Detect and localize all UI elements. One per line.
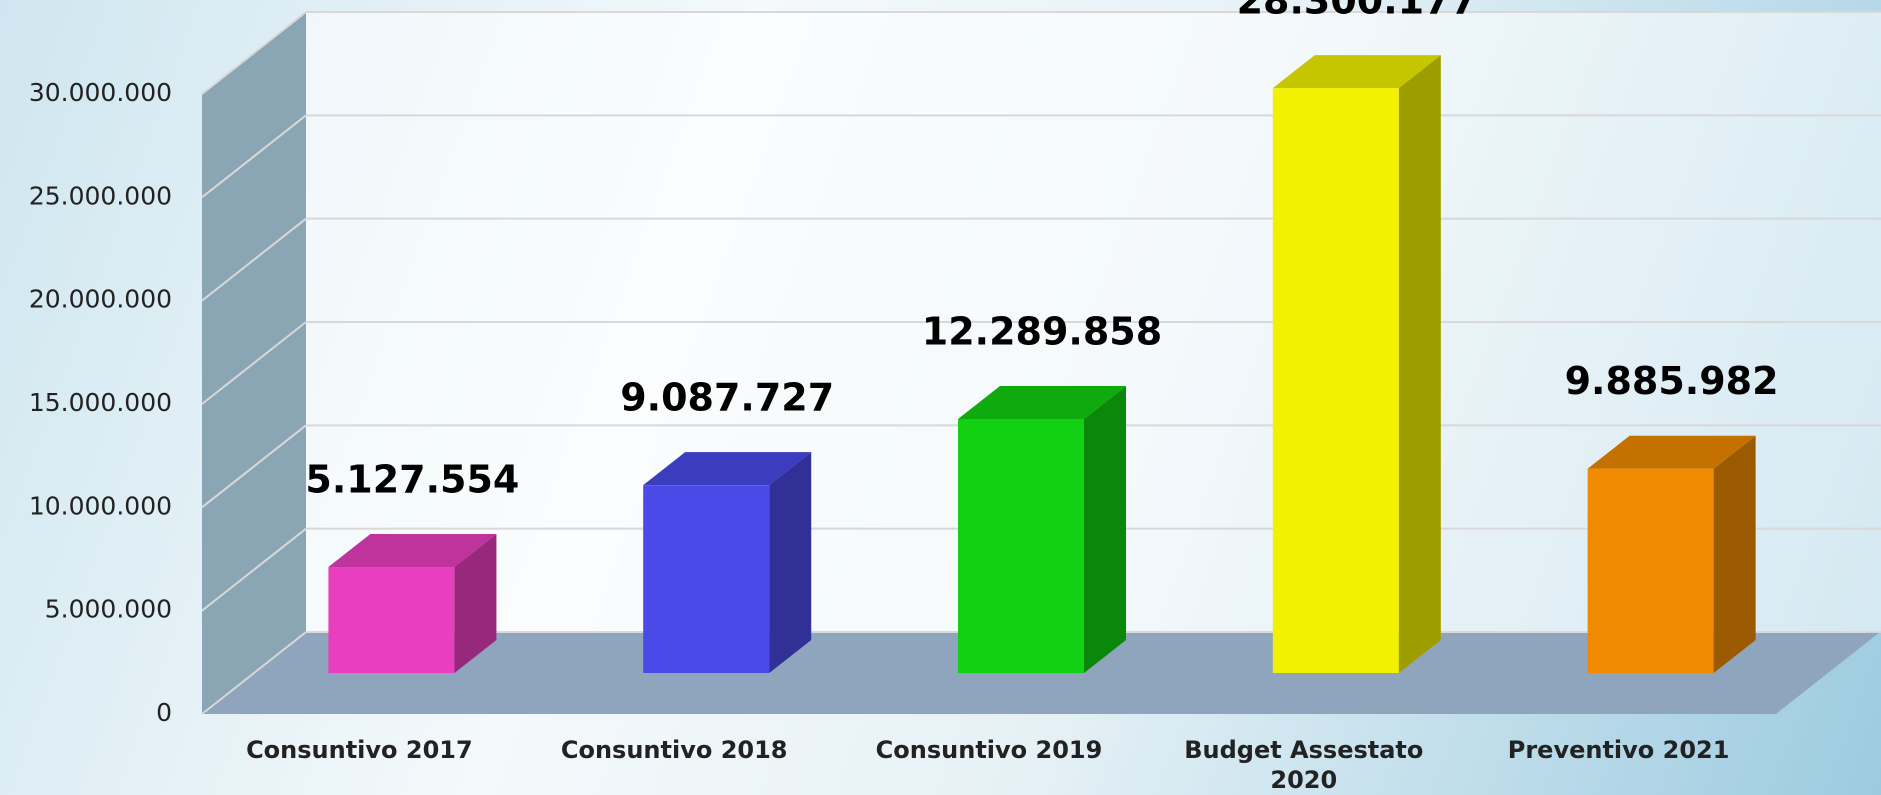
value-label: 9.087.727 — [620, 376, 834, 420]
bar-top-shade — [643, 452, 812, 486]
y-tick-label: 10.000.000 — [29, 491, 172, 520]
x-tick-label: Budget Assestato 2020 — [1184, 736, 1424, 794]
bar-top-shade — [1587, 435, 1756, 469]
grid-line-side — [201, 11, 307, 95]
x-tick-label: Consuntivo 2017 — [246, 736, 473, 764]
bar — [643, 485, 770, 673]
bar — [1587, 468, 1714, 673]
y-tick-label: 15.000.000 — [29, 388, 172, 417]
grid-line-side — [201, 114, 307, 199]
bar-top-shade — [1272, 55, 1441, 89]
bar-group — [1587, 435, 1756, 673]
bar-side-shade — [1398, 55, 1441, 673]
grid-line-side — [201, 631, 307, 715]
bar — [328, 567, 455, 673]
value-label: 9.885.982 — [1565, 359, 1779, 403]
y-tick-label: 5.000.000 — [45, 595, 172, 624]
value-label: 12.289.858 — [922, 310, 1162, 354]
bar-group — [328, 534, 497, 673]
x-tick-label: Preventivo 2021 — [1507, 736, 1730, 764]
x-tick-label: Consuntivo 2018 — [560, 736, 788, 764]
bar-top — [958, 386, 1126, 420]
bar-top — [328, 534, 497, 568]
bar-side — [1084, 386, 1126, 673]
bar-side — [1398, 55, 1441, 673]
bar-side — [454, 534, 497, 673]
bar-group — [958, 386, 1126, 673]
bar-group — [643, 452, 812, 673]
bar-side — [769, 452, 812, 673]
y-tick-label: 30.000.000 — [29, 78, 172, 107]
bar-top — [643, 452, 812, 486]
bar — [958, 419, 1084, 673]
value-label: 28.300.177 — [1237, 0, 1477, 23]
grid-line-side — [201, 527, 307, 612]
grid-line-side — [201, 217, 307, 302]
grid-line-side — [201, 321, 307, 405]
y-tick-label: 20.000.000 — [29, 285, 172, 314]
grid-line-side — [201, 424, 307, 509]
bar-group — [1272, 55, 1441, 673]
value-label: 5.127.554 — [305, 458, 519, 502]
bar-side-shade — [769, 452, 812, 673]
y-tick-label: 25.000.000 — [29, 181, 172, 210]
y-tick-label: 0 — [156, 698, 172, 727]
bar-top — [1587, 435, 1756, 469]
bar-top-shade — [958, 386, 1126, 420]
bar-side-shade — [454, 534, 497, 673]
bar-side-shade — [1713, 435, 1756, 673]
bar-top — [1272, 55, 1441, 89]
bar-side — [1713, 435, 1756, 673]
x-tick-label: Consuntivo 2019 — [875, 736, 1103, 764]
bar-side-shade — [1084, 386, 1126, 673]
bar-top-shade — [328, 534, 497, 568]
bar — [1272, 88, 1399, 673]
